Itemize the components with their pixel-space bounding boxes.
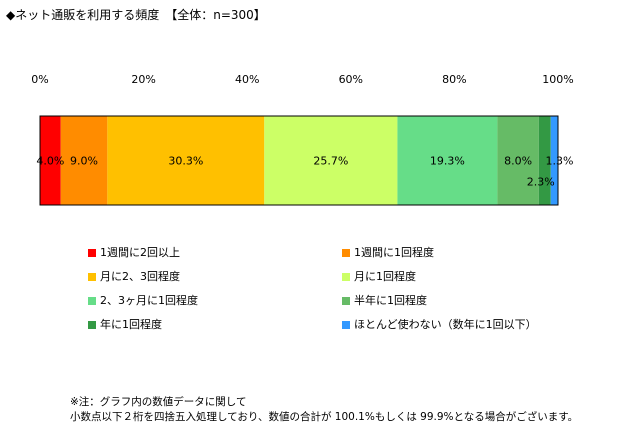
bar-segment bbox=[397, 116, 498, 205]
data-label: 19.3% bbox=[430, 155, 465, 168]
legend-swatch bbox=[88, 321, 96, 329]
legend-swatch bbox=[88, 273, 96, 281]
x-tick-label: 40% bbox=[235, 73, 259, 86]
data-label: 8.0% bbox=[504, 155, 532, 168]
legend-label: ほとんど使わない（数年に1回以下） bbox=[354, 318, 537, 331]
legend-label: 年に1回程度 bbox=[100, 318, 162, 331]
legend-item: 2、3ヶ月に1回程度 bbox=[88, 294, 198, 308]
data-label: 1.3% bbox=[546, 155, 574, 168]
bar-segment bbox=[538, 116, 551, 205]
bar-segment bbox=[550, 116, 558, 205]
chart-legend: 1週間に2回以上 1週間に1回程度月に2、3回程度 月に1回程度 2、3ヶ月に1回程度… bbox=[88, 246, 598, 346]
bar-segment bbox=[107, 116, 265, 205]
chart-title: ◆ネット通販を利用する頻度 【全体：n=300】 bbox=[6, 8, 266, 22]
x-tick-label: 80% bbox=[442, 73, 466, 86]
legend-item: 年に1回程度 bbox=[88, 318, 162, 332]
legend-item: 半年に1回程度 bbox=[342, 294, 427, 308]
legend-item: 月に1回程度 bbox=[342, 270, 416, 284]
footnote-line-2: 小数点以下２桁を四捨五入処理しており、数値の合計が 100.1%もしくは 99.… bbox=[70, 411, 579, 423]
data-label: 4.0% bbox=[36, 155, 64, 168]
data-label: 30.3% bbox=[168, 155, 203, 168]
bar-segment bbox=[60, 116, 108, 205]
legend-label: 1週間に1回程度 bbox=[354, 246, 434, 259]
legend-label: 1週間に2回以上 bbox=[100, 246, 180, 259]
footnote: ※注：グラフ内の数値データに関して 小数点以下２桁を四捨五入処理しており、数値の… bbox=[70, 395, 578, 425]
legend-label: 月に1回程度 bbox=[354, 270, 416, 283]
legend-label: 半年に1回程度 bbox=[354, 294, 427, 307]
footnote-line-1: ※注：グラフ内の数値データに関して bbox=[70, 396, 247, 408]
x-tick-label: 100% bbox=[542, 73, 573, 86]
x-tick-label: 0% bbox=[31, 73, 48, 86]
data-label: 2.3% bbox=[527, 176, 555, 189]
legend-swatch bbox=[342, 249, 350, 257]
legend-item: ほとんど使わない（数年に1回以下） bbox=[342, 318, 537, 332]
x-tick-label: 60% bbox=[339, 73, 363, 86]
legend-label: 2、3ヶ月に1回程度 bbox=[100, 294, 198, 307]
stacked-bar-chart: 0% 20% 40% 60% 80% 100% 4.0% 9.0% 30.3% 25.7% 19.3… bbox=[31, 73, 574, 206]
legend-swatch bbox=[88, 249, 96, 257]
legend-swatch bbox=[88, 297, 96, 305]
data-label: 9.0% bbox=[70, 155, 98, 168]
legend-item: 1週間に1回程度 bbox=[342, 246, 434, 260]
legend-swatch bbox=[342, 321, 350, 329]
plot-frame bbox=[39, 115, 559, 206]
x-tick-label: 20% bbox=[131, 73, 155, 86]
legend-swatch bbox=[342, 273, 350, 281]
legend-item: 月に2、3回程度 bbox=[88, 270, 180, 284]
bar-segment bbox=[40, 116, 61, 205]
legend-swatch bbox=[342, 297, 350, 305]
bar-segment bbox=[264, 116, 398, 205]
legend-item: 1週間に2回以上 bbox=[88, 246, 180, 260]
bar-segment bbox=[497, 116, 539, 205]
data-label: 25.7% bbox=[313, 155, 348, 168]
legend-label: 月に2、3回程度 bbox=[100, 270, 180, 283]
